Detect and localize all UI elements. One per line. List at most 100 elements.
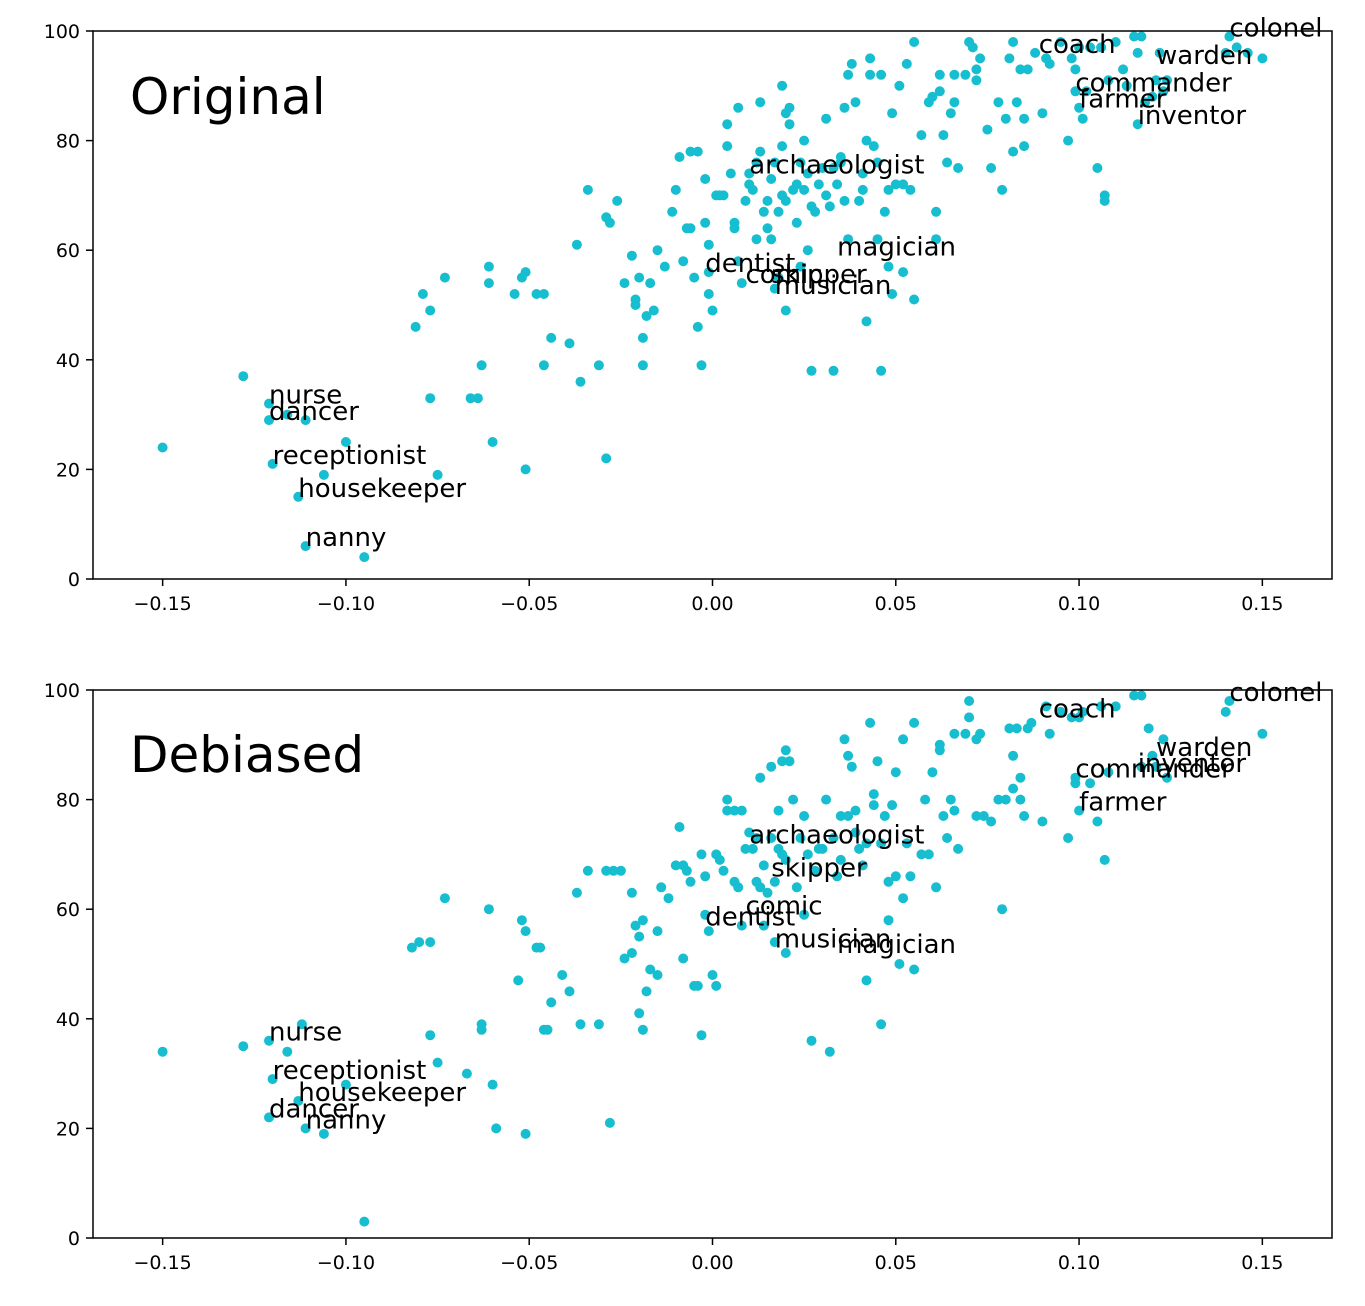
data-point <box>663 893 674 904</box>
data-point <box>575 376 586 387</box>
data-point <box>773 272 784 283</box>
data-point <box>1074 42 1085 53</box>
data-point <box>791 217 802 228</box>
point-label-dentist: dentist <box>705 249 795 279</box>
data-point <box>626 948 637 958</box>
point-label-archaeologist: archaeologist <box>749 820 924 850</box>
data-point <box>747 184 758 195</box>
data-point <box>766 833 777 843</box>
data-point <box>406 942 417 953</box>
point-label-housekeeper: housekeeper <box>298 474 466 504</box>
data-point <box>839 195 850 206</box>
data-point <box>1121 80 1132 91</box>
data-point <box>795 261 806 272</box>
data-point <box>1063 833 1074 843</box>
data-point <box>1224 696 1235 706</box>
data-point <box>777 80 788 91</box>
data-point <box>520 926 531 937</box>
data-point <box>425 937 436 948</box>
point-label-colonel: colonel <box>1229 678 1322 708</box>
data-point <box>670 860 681 871</box>
panel-title: Debiased <box>130 726 364 784</box>
data-point <box>509 289 520 299</box>
data-point <box>340 1079 351 1090</box>
data-point <box>901 58 912 69</box>
data-point <box>909 964 920 975</box>
x-tick-label: 0.05 <box>875 593 917 615</box>
data-point <box>747 843 758 854</box>
data-point <box>934 69 945 80</box>
data-point <box>513 975 524 986</box>
data-point <box>865 53 876 64</box>
data-point <box>953 163 964 173</box>
data-point <box>1015 64 1026 75</box>
data-point <box>238 371 249 382</box>
data-point <box>824 1046 835 1057</box>
data-point <box>582 184 593 195</box>
y-tick-label: 40 <box>56 1009 80 1031</box>
data-point <box>835 811 846 821</box>
data-point <box>267 458 278 469</box>
data-point <box>909 294 920 305</box>
data-point <box>872 234 883 245</box>
point-label-coach: coach <box>1039 694 1116 724</box>
data-point <box>582 865 593 876</box>
data-point <box>538 289 549 299</box>
panel-original: colonel coach wardencommanderfarmerinvento… <box>0 0 1365 640</box>
data-point <box>1026 717 1037 728</box>
data-point <box>1140 97 1151 108</box>
x-tick-label: −0.10 <box>317 593 375 615</box>
data-point <box>843 234 854 245</box>
point-label-housekeeper: housekeeper <box>298 1078 466 1108</box>
data-point <box>1000 794 1011 805</box>
data-point <box>846 58 857 69</box>
data-point <box>711 980 722 991</box>
data-point <box>828 163 839 173</box>
point-label-musician: musician <box>775 925 892 955</box>
data-point <box>971 75 982 86</box>
data-point <box>942 157 953 168</box>
data-point <box>762 195 773 206</box>
data-point <box>652 926 663 937</box>
data-point <box>674 152 685 162</box>
data-point <box>975 728 986 739</box>
data-point <box>733 882 744 893</box>
data-point <box>773 805 784 816</box>
data-point <box>487 1079 498 1090</box>
point-label-dancer: dancer <box>269 397 359 427</box>
data-point <box>700 174 711 184</box>
data-point <box>821 794 832 805</box>
data-point <box>293 491 304 502</box>
point-label-nanny: nanny <box>306 1105 387 1135</box>
data-point <box>744 827 755 838</box>
data-point <box>1037 108 1048 119</box>
data-point <box>876 365 887 376</box>
data-point <box>736 278 747 289</box>
data-point <box>923 849 934 860</box>
data-point <box>733 256 744 267</box>
axes-frame <box>92 689 1333 1239</box>
data-point <box>780 305 791 316</box>
data-point <box>637 1024 648 1035</box>
data-point <box>898 267 909 278</box>
y-tick-label: 20 <box>56 459 80 481</box>
data-point <box>1037 816 1048 827</box>
data-point <box>531 289 542 299</box>
data-point <box>960 69 971 80</box>
data-point <box>300 1123 311 1134</box>
data-point <box>755 97 766 108</box>
data-point <box>696 360 707 371</box>
data-point <box>1008 783 1019 794</box>
data-point <box>575 1019 586 1030</box>
data-point <box>571 239 582 250</box>
data-point <box>846 761 857 772</box>
data-point <box>854 195 865 206</box>
data-point <box>949 69 960 80</box>
data-point <box>282 409 293 420</box>
data-point <box>729 223 740 234</box>
data-point <box>722 119 733 130</box>
data-point <box>740 843 751 854</box>
point-label-inventor: inventor <box>1138 101 1247 131</box>
data-point <box>1147 91 1158 102</box>
